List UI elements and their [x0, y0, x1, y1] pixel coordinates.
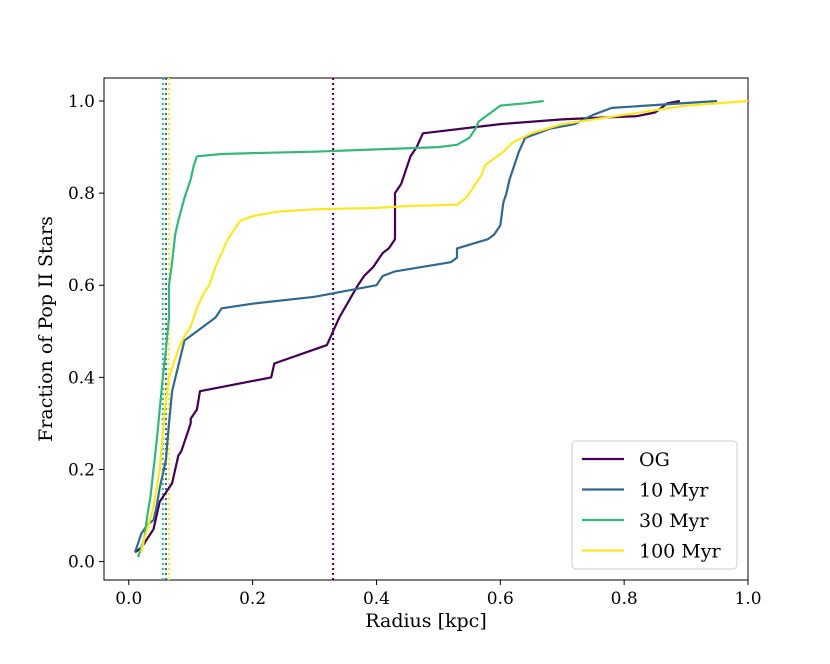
y-tick-label: 0.4 [68, 368, 95, 388]
legend: OG 10 Myr 30 Myr 100 Myr [571, 440, 738, 570]
x-axis-label: Radius [kpc] [365, 610, 486, 632]
legend-label: OG [639, 449, 670, 471]
x-tick-label: 1.0 [734, 589, 761, 609]
y-tick-label: 0.0 [68, 553, 95, 573]
y-tick-label: 1.0 [68, 92, 95, 112]
series-line-10-myr [133, 99, 718, 553]
y-tick-label: 0.2 [68, 460, 95, 480]
y-tick-label: 0.6 [68, 276, 95, 296]
series-line-30-myr [137, 99, 544, 558]
legend-box [571, 440, 738, 570]
plot-frame [103, 77, 749, 581]
plot-area [103, 77, 749, 581]
legend-label: 10 Myr [639, 480, 709, 502]
x-tick-label: 0.6 [487, 589, 514, 609]
y-axis-label: Fraction of Pop II Stars [35, 216, 57, 442]
y-axis-ticks: 0.0 0.2 0.4 0.6 0.8 1.0 [68, 92, 104, 573]
x-tick-label: 0.0 [115, 589, 142, 609]
x-tick-label: 0.4 [363, 589, 390, 609]
series-line-og [134, 99, 681, 554]
x-tick-label: 0.8 [611, 589, 638, 609]
series-lines [133, 99, 749, 558]
legend-label: 100 Myr [639, 541, 721, 563]
x-tick-label: 0.2 [239, 589, 266, 609]
series-line-100-myr [140, 99, 749, 553]
legend-label: 30 Myr [639, 510, 709, 532]
y-tick-label: 0.8 [68, 184, 95, 204]
x-axis-ticks: 0.0 0.2 0.4 0.6 0.8 1.0 [115, 580, 762, 609]
